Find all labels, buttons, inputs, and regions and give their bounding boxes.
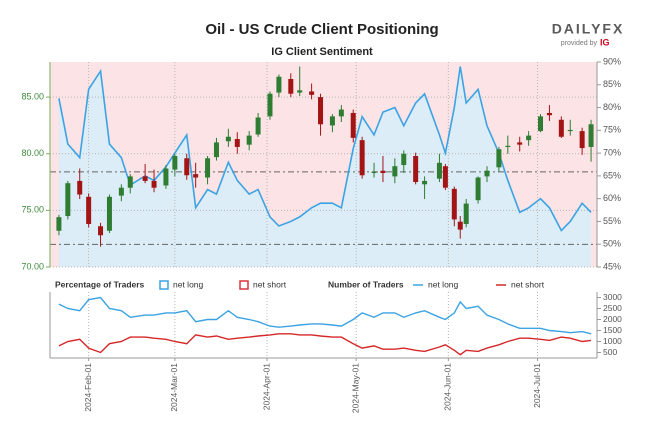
y-tick-label: 70.00	[21, 261, 44, 271]
legend-label: net short	[511, 279, 545, 289]
candle-body	[588, 124, 594, 147]
y-tick-label: 75.00	[21, 205, 44, 215]
candle-body	[118, 187, 124, 196]
candle-body	[350, 112, 356, 138]
candle-body	[359, 140, 365, 176]
x-tick-label: 2024-Apr-01	[261, 363, 271, 411]
legend-swatch	[159, 280, 169, 290]
candle-body	[184, 158, 190, 176]
candle-body	[318, 97, 324, 125]
y2-tick-label: 90%	[603, 56, 621, 66]
y2-tick-label: 65%	[603, 170, 621, 180]
y-tick-label: 2000	[603, 314, 622, 324]
candle-body	[151, 180, 157, 188]
x-tick-label: 2024-Feb-01	[83, 363, 93, 412]
candle-body	[163, 168, 169, 186]
candle-body	[442, 166, 448, 188]
chart-title: Oil - US Crude Client Positioning	[205, 21, 438, 38]
candle-body	[517, 142, 523, 145]
y-tick-label: 1500	[603, 325, 622, 335]
legend-swatch	[239, 280, 249, 290]
logo-sub: provided by	[561, 40, 598, 47]
candle-body	[451, 188, 457, 220]
candle-body	[106, 196, 112, 231]
candle-body	[392, 166, 398, 177]
candle-body	[546, 112, 552, 116]
candle-body	[86, 196, 92, 224]
y-tick-label: 1000	[603, 336, 622, 346]
candle-body	[371, 171, 377, 173]
y2-tick-label: 45%	[603, 261, 621, 271]
chart-subtitle: IG Client Sentiment	[271, 46, 373, 58]
y-tick-label: 3000	[603, 292, 622, 302]
candle-body	[297, 90, 303, 93]
candle-body	[567, 129, 573, 132]
candle-body	[436, 162, 442, 179]
y2-tick-label: 75%	[603, 125, 621, 135]
candle-body	[98, 226, 104, 236]
y2-tick-label: 70%	[603, 147, 621, 157]
logo-brand: IG	[600, 37, 610, 47]
net-long-area	[58, 66, 592, 267]
y-tick-label: 80.00	[21, 148, 44, 158]
candle-body	[338, 109, 344, 117]
logo-text: DAILYFX	[552, 21, 625, 37]
candle-body	[475, 177, 481, 201]
candle-body	[56, 217, 62, 231]
candle-body	[288, 78, 294, 94]
candle-body	[77, 180, 83, 195]
candle-body	[463, 203, 469, 224]
candle-body	[558, 119, 564, 137]
legend-title: Percentage of Traders	[55, 279, 145, 289]
candle-body	[496, 149, 502, 168]
candle-body	[255, 117, 261, 135]
candle-body	[526, 135, 532, 141]
candle-body	[401, 153, 407, 166]
y-tick-label: 85.00	[21, 91, 44, 101]
legend-label: net long	[173, 279, 204, 289]
candle-body	[579, 131, 585, 149]
x-tick-label: 2024-May-01	[350, 363, 360, 413]
candle-body	[484, 170, 490, 177]
candle-body	[380, 170, 386, 173]
candle-body	[142, 176, 148, 181]
y2-tick-label: 80%	[603, 102, 621, 112]
candle-body	[309, 91, 315, 95]
net-long-line	[58, 66, 592, 232]
candle-body	[422, 180, 428, 185]
legend-title: Number of Traders	[328, 279, 404, 289]
candle-body	[127, 176, 133, 188]
candle-body	[213, 142, 219, 158]
candle-body	[329, 116, 335, 126]
candle-body	[505, 145, 511, 147]
candle-body	[172, 156, 178, 170]
candle-body	[246, 135, 252, 145]
candle-body	[267, 93, 273, 117]
candle-body	[538, 116, 544, 132]
legend-label: net short	[253, 279, 287, 289]
candle-body	[193, 174, 199, 178]
candle-body	[234, 139, 240, 147]
candle-body	[276, 76, 282, 93]
candle-body	[65, 183, 71, 217]
x-tick-label: 2024-Mar-01	[169, 363, 179, 412]
candle-body	[225, 136, 231, 142]
y2-tick-label: 50%	[603, 239, 621, 249]
y2-tick-label: 60%	[603, 193, 621, 203]
y2-tick-label: 85%	[603, 79, 621, 89]
y-tick-label: 500	[603, 347, 617, 357]
candle-body	[413, 156, 419, 183]
candle-body	[457, 221, 463, 230]
legend-label: net long	[428, 279, 459, 289]
x-tick-label: 2024-Jul-01	[532, 363, 542, 408]
x-tick-label: 2024-Jun-01	[443, 363, 453, 411]
y-tick-label: 2500	[603, 303, 622, 313]
series-line	[58, 296, 592, 335]
series-line	[58, 333, 592, 356]
candle-body	[205, 158, 211, 178]
y2-tick-label: 55%	[603, 216, 621, 226]
